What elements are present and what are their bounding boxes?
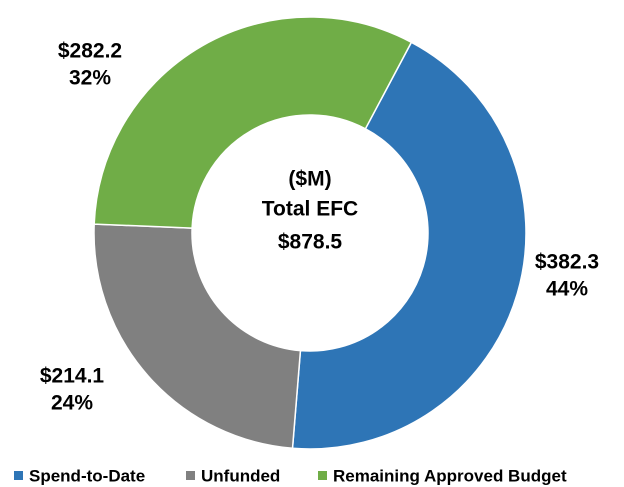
value-label: $282.2 bbox=[58, 40, 122, 63]
donut-segment bbox=[291, 41, 527, 450]
donut-segment bbox=[93, 223, 302, 450]
center-text: Total EFC bbox=[262, 198, 358, 221]
percent-label: 32% bbox=[69, 67, 111, 90]
legend-swatch bbox=[186, 471, 195, 480]
legend-label: Remaining Approved Budget bbox=[333, 466, 567, 485]
center-text: ($M) bbox=[288, 168, 331, 191]
value-label: $382.3 bbox=[535, 251, 599, 274]
legend-label: Spend-to-Date bbox=[29, 466, 145, 485]
legend-swatch bbox=[318, 471, 327, 480]
legend-swatch bbox=[14, 471, 23, 480]
value-label: $214.1 bbox=[40, 365, 105, 388]
legend-label: Unfunded bbox=[201, 466, 280, 485]
center-text: $878.5 bbox=[278, 231, 343, 254]
percent-label: 24% bbox=[51, 392, 93, 415]
donut-segment bbox=[93, 16, 413, 229]
percent-label: 44% bbox=[546, 278, 588, 301]
